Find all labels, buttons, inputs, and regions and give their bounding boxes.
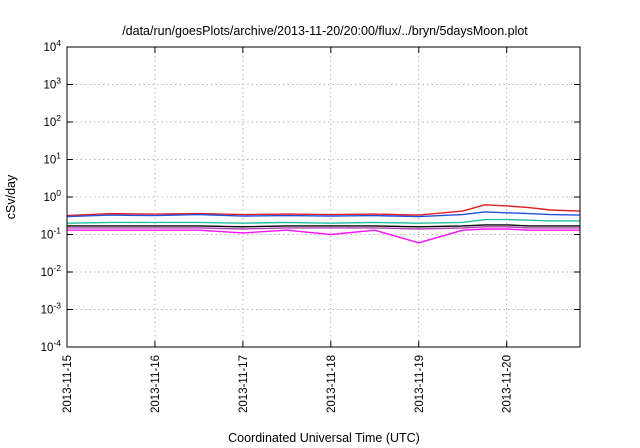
y-tick-label: 100 [43,188,61,204]
x-tick-label: 2013-11-17 [238,355,250,413]
y-tick-label: 10-3 [41,301,62,317]
chart-title: /data/run/goesPlots/archive/2013-11-20/2… [122,24,528,38]
y-axis-label: cSv/day [4,174,18,219]
x-axis-label: Coordinated Universal Time (UTC) [228,431,420,445]
series-line [66,204,581,217]
x-axis: 2013-11-15 2013-11-16 2013-11-17 2013-11-18… [62,47,514,413]
x-tick-label: 2013-11-20 [502,355,514,413]
series-layer [66,204,581,244]
y-tick-label: 10-2 [41,263,62,279]
y-tick-label: 10-1 [41,226,62,242]
y-tick-label: 103 [43,76,61,92]
x-tick-label: 2013-11-15 [62,355,74,413]
y-tick-label: 10-4 [41,338,62,354]
x-tick-label: 2013-11-18 [326,355,338,413]
series-line [67,226,580,230]
x-tick-label: 2013-11-19 [414,355,426,413]
series-line [66,218,580,224]
series-line [66,211,581,218]
y-tick-label: 102 [43,113,61,129]
y-axis: 10-4 10-3 10-2 10-1 100 101 102 103 104 [41,38,580,354]
series-line [67,224,580,228]
grid [67,47,580,347]
series-line [67,228,580,244]
x-tick-label: 2013-11-16 [150,355,162,413]
y-tick-label: 101 [43,151,61,167]
y-tick-label: 104 [43,38,61,54]
